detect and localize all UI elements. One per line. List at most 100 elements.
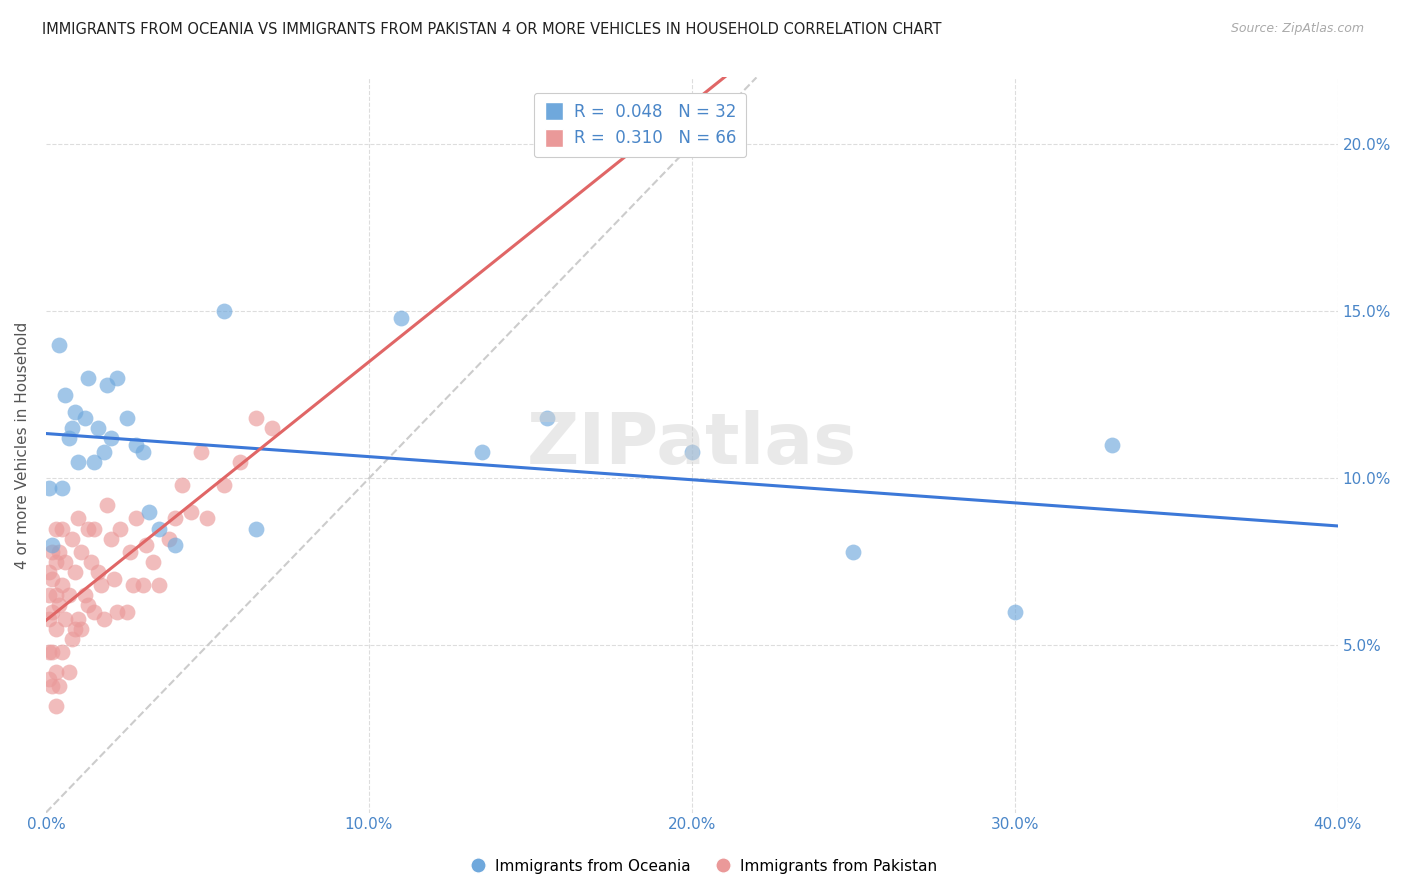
Point: [103, 572, 125, 586]
Point: [93, 612, 115, 626]
Point: [471, 444, 494, 458]
Point: [1004, 605, 1026, 619]
Point: [38, 672, 60, 686]
Point: [67, 511, 90, 525]
Point: [245, 522, 267, 536]
Point: [80, 555, 103, 569]
Point: [125, 511, 148, 525]
Point: [38, 612, 60, 626]
Point: [681, 444, 703, 458]
Point: [842, 545, 865, 559]
Point: [83, 605, 105, 619]
Point: [58, 665, 80, 680]
Point: [48, 545, 70, 559]
Point: [38, 482, 60, 496]
Point: [41, 605, 63, 619]
Point: [77, 599, 100, 613]
Point: [96, 377, 118, 392]
Point: [125, 438, 148, 452]
Point: [60, 632, 83, 646]
Point: [135, 538, 157, 552]
Point: [51, 482, 73, 496]
Point: [73, 588, 96, 602]
Point: [63, 565, 86, 579]
Legend: Immigrants from Oceania, Immigrants from Pakistan: Immigrants from Oceania, Immigrants from…: [463, 853, 943, 880]
Point: [229, 455, 252, 469]
Point: [48, 599, 70, 613]
Point: [110, 522, 132, 536]
Point: [115, 411, 138, 425]
Point: [38, 645, 60, 659]
Point: [180, 505, 202, 519]
Point: [212, 478, 235, 492]
Point: [260, 421, 283, 435]
Point: [51, 522, 73, 536]
Point: [45, 588, 67, 602]
Point: [77, 522, 100, 536]
Point: [67, 612, 90, 626]
Point: [70, 622, 93, 636]
Point: [90, 578, 112, 592]
Point: [38, 588, 60, 602]
Point: [132, 444, 155, 458]
Point: [45, 698, 67, 713]
Point: [63, 622, 86, 636]
Point: [58, 588, 80, 602]
Point: [83, 522, 105, 536]
Point: [141, 555, 163, 569]
Text: IMMIGRANTS FROM OCEANIA VS IMMIGRANTS FROM PAKISTAN 4 OR MORE VEHICLES IN HOUSEH: IMMIGRANTS FROM OCEANIA VS IMMIGRANTS FR…: [42, 22, 942, 37]
Point: [105, 605, 128, 619]
Text: Source: ZipAtlas.com: Source: ZipAtlas.com: [1230, 22, 1364, 36]
Y-axis label: 4 or more Vehicles in Household: 4 or more Vehicles in Household: [15, 321, 30, 568]
Point: [190, 444, 212, 458]
Point: [51, 645, 73, 659]
Point: [53, 388, 76, 402]
Point: [45, 555, 67, 569]
Point: [170, 478, 193, 492]
Point: [41, 545, 63, 559]
Point: [157, 532, 180, 546]
Point: [93, 444, 115, 458]
Point: [45, 665, 67, 680]
Point: [60, 421, 83, 435]
Point: [53, 555, 76, 569]
Point: [60, 532, 83, 546]
Point: [41, 572, 63, 586]
Point: [122, 578, 145, 592]
Point: [77, 371, 100, 385]
Point: [86, 421, 108, 435]
Point: [45, 522, 67, 536]
Point: [389, 311, 412, 326]
Point: [53, 612, 76, 626]
Point: [148, 522, 170, 536]
Point: [48, 337, 70, 351]
Point: [100, 431, 122, 445]
Point: [70, 545, 93, 559]
Point: [536, 411, 558, 425]
Point: [51, 578, 73, 592]
Point: [118, 545, 141, 559]
Point: [165, 511, 187, 525]
Point: [245, 411, 267, 425]
Point: [67, 455, 90, 469]
Point: [45, 622, 67, 636]
Point: [132, 578, 155, 592]
Point: [41, 679, 63, 693]
Point: [73, 411, 96, 425]
Point: [41, 538, 63, 552]
Point: [63, 404, 86, 418]
Point: [86, 565, 108, 579]
Point: [58, 431, 80, 445]
Point: [138, 505, 160, 519]
Point: [41, 645, 63, 659]
Point: [100, 532, 122, 546]
Point: [165, 538, 187, 552]
Point: [148, 578, 170, 592]
Point: [83, 455, 105, 469]
Point: [38, 565, 60, 579]
Point: [212, 304, 235, 318]
Point: [48, 679, 70, 693]
Point: [197, 511, 219, 525]
Point: [1101, 438, 1123, 452]
Point: [115, 605, 138, 619]
